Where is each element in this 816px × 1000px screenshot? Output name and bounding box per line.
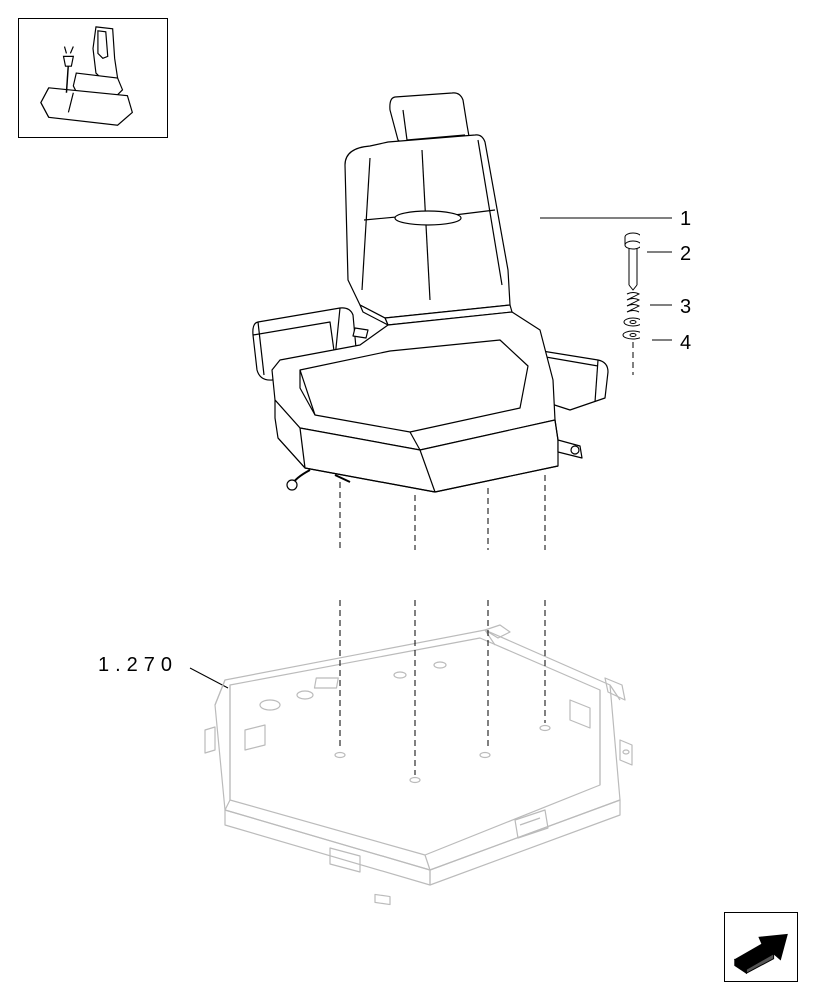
callout-1: 1 xyxy=(680,208,691,231)
next-page-icon[interactable] xyxy=(724,912,798,982)
base-frame-diagram xyxy=(130,600,670,910)
callout-2: 2 xyxy=(680,243,691,266)
diagram-canvas: 1 2 3 4 1.270 xyxy=(0,0,816,1000)
seat-assembly-diagram xyxy=(160,90,640,550)
callout-3: 3 xyxy=(680,296,691,319)
thumbnail-box xyxy=(18,18,168,138)
callout-4: 4 xyxy=(680,332,691,355)
